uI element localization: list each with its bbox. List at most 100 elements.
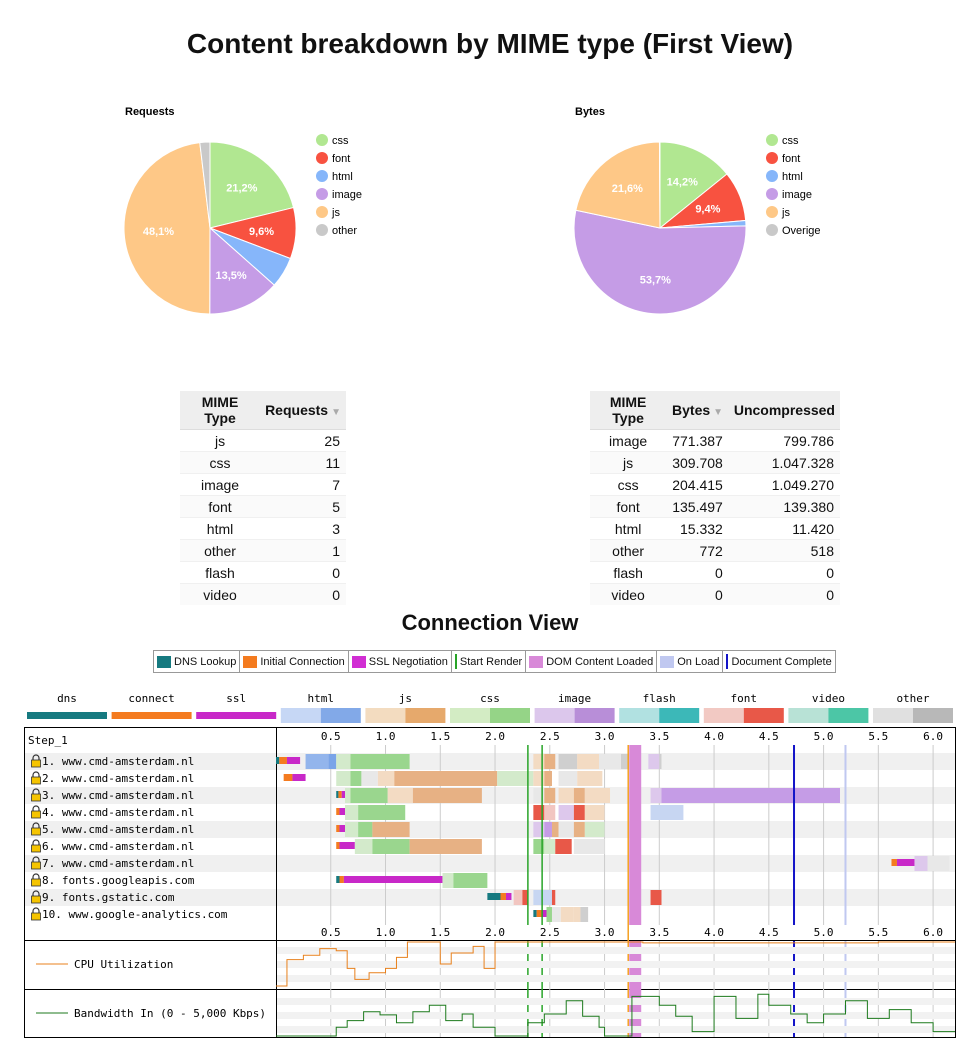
- legend-swatch: [766, 170, 778, 182]
- cell-value: 0: [666, 583, 729, 605]
- bandwidth-label: Bandwidth In (0 - 5,000 Kbps): [74, 1007, 266, 1020]
- request-row-label[interactable]: 10. www.google-analytics.com: [42, 908, 228, 921]
- row-stripe: [25, 855, 955, 872]
- col-uncompressed[interactable]: Uncompressed: [728, 391, 840, 430]
- request-bar-js: [409, 839, 482, 854]
- col-bytes[interactable]: Bytes ▼: [666, 391, 729, 430]
- sort-desc-icon: ▼: [713, 407, 724, 418]
- cell-value: 799.786: [728, 429, 840, 452]
- legend-item: Initial Connection: [240, 651, 349, 672]
- cell-value: 11.420: [728, 517, 840, 540]
- cell-value: 15.332: [666, 517, 729, 540]
- pie-slice-image: [573, 209, 747, 315]
- pie-slice-css: [209, 141, 295, 229]
- pie-slice-image: [209, 226, 275, 315]
- request-bar-js: [372, 822, 410, 837]
- pie-slice-label: 21,6%: [612, 183, 643, 195]
- type-legend-label: css: [480, 692, 500, 705]
- cell-value: 518: [728, 539, 840, 562]
- tick-label-bottom: 5.0: [814, 926, 834, 939]
- cell-mime-type: js: [180, 429, 261, 452]
- col-mime-type[interactable]: MIME Type: [590, 391, 667, 430]
- request-bar-cssl: [442, 873, 454, 888]
- legend-swatch: [766, 206, 778, 218]
- cell-mime-type: flash: [590, 561, 667, 584]
- pie-slice-label: 13,5%: [215, 270, 246, 282]
- tick-label-bottom: 5.5: [868, 926, 888, 939]
- pie-slice-other: [199, 141, 211, 229]
- request-bar-css: [350, 788, 388, 803]
- request-bar-font: [650, 890, 662, 905]
- request-row-label[interactable]: 8. fonts.googleapis.com: [42, 874, 195, 887]
- request-bar-imagel: [533, 822, 545, 837]
- request-bar-connect: [283, 774, 293, 781]
- request-bar-ssl: [292, 774, 306, 781]
- request-bar-cssl: [344, 788, 351, 803]
- col-requests[interactable]: Requests ▼: [260, 391, 346, 430]
- request-bar-jsl: [577, 771, 603, 786]
- cpu-label: CPU Utilization: [74, 958, 173, 971]
- request-bar-dns: [336, 791, 339, 798]
- legend-label: image: [782, 189, 812, 201]
- pie-title: Requests: [125, 106, 175, 118]
- legend-label: DOM Content Loaded: [546, 655, 654, 668]
- type-legend-swatch-dark: [743, 708, 784, 723]
- requests-pie-chart: Requests 21,2% 9,6% 13,5% 48,1% css font html im…: [123, 106, 362, 315]
- cell-value: 25: [260, 429, 346, 452]
- legend-swatch: [454, 654, 457, 669]
- table-row: flash 0: [180, 561, 346, 584]
- cell-mime-type: image: [590, 429, 667, 452]
- type-legend-swatch-light: [365, 708, 406, 723]
- table-row: flash 0 0: [590, 561, 840, 584]
- legend-label: css: [332, 135, 349, 147]
- tick-label-top: 0.5: [321, 730, 341, 743]
- tick-label-top: 5.0: [814, 730, 834, 743]
- lock-icon: [31, 822, 41, 836]
- request-bar-imagel: [650, 788, 662, 803]
- type-legend-swatch-light: [534, 708, 575, 723]
- tick-label-bottom: 2.5: [540, 926, 560, 939]
- request-row-label[interactable]: 7. www.cmd-amsterdam.nl: [42, 857, 194, 870]
- request-bar-connect: [338, 791, 342, 798]
- request-bar-grayl: [558, 771, 578, 786]
- legend-item: DOM Content Loaded: [526, 651, 658, 672]
- table-row: html 15.332 11.420: [590, 517, 840, 540]
- request-bar-connect: [536, 910, 543, 917]
- cell-value: 1: [260, 539, 346, 562]
- type-legend-swatch-dark: [913, 708, 953, 723]
- type-legend-label: font: [731, 692, 758, 705]
- step-label: Step_1: [28, 734, 68, 747]
- request-row-label[interactable]: 6. www.cmd-amsterdam.nl: [42, 840, 194, 853]
- tick-label-bottom: 3.5: [649, 926, 669, 939]
- legend-swatch: [660, 655, 675, 668]
- request-bar-jsl: [387, 788, 413, 803]
- request-row-label[interactable]: 3. www.cmd-amsterdam.nl: [42, 789, 194, 802]
- request-bar-font: [573, 805, 585, 820]
- request-row-label[interactable]: 9. fonts.gstatic.com: [42, 891, 175, 904]
- type-legend-swatch-light: [788, 708, 829, 723]
- bytes-table: MIME Type Bytes ▼ Uncompressed image 771.3…: [590, 391, 840, 605]
- request-bar-cssl: [584, 822, 605, 837]
- cell-mime-type: html: [180, 517, 261, 540]
- table-row: other 1: [180, 539, 346, 562]
- type-legend-label: image: [558, 692, 591, 705]
- tick-label-bottom: 4.5: [759, 926, 779, 939]
- bytes-pie-chart: Bytes 14,2% 9,4% 53,7% 21,6% css font html image…: [573, 106, 821, 315]
- request-bar-htmldk: [328, 754, 337, 769]
- request-bar-connect: [279, 757, 287, 764]
- legend-swatch: [316, 152, 328, 164]
- request-bar-grayl: [558, 822, 574, 837]
- cell-value: 309.708: [666, 451, 729, 474]
- col-mime-type[interactable]: MIME Type: [180, 391, 261, 430]
- request-bar-fontl: [513, 890, 523, 905]
- request-row-label[interactable]: 2. www.cmd-amsterdam.nl: [42, 772, 194, 785]
- legend-swatch: [316, 206, 328, 218]
- request-row-label[interactable]: 4. www.cmd-amsterdam.nl: [42, 806, 194, 819]
- request-row-label[interactable]: 5. www.cmd-amsterdam.nl: [42, 823, 194, 836]
- legend-label: html: [782, 171, 803, 183]
- request-bar-css: [546, 907, 552, 922]
- request-bar-font: [533, 805, 545, 820]
- request-row-label[interactable]: 1. www.cmd-amsterdam.nl: [42, 755, 194, 768]
- connection-view-title: Connection View: [401, 610, 579, 635]
- cell-mime-type: css: [180, 451, 261, 474]
